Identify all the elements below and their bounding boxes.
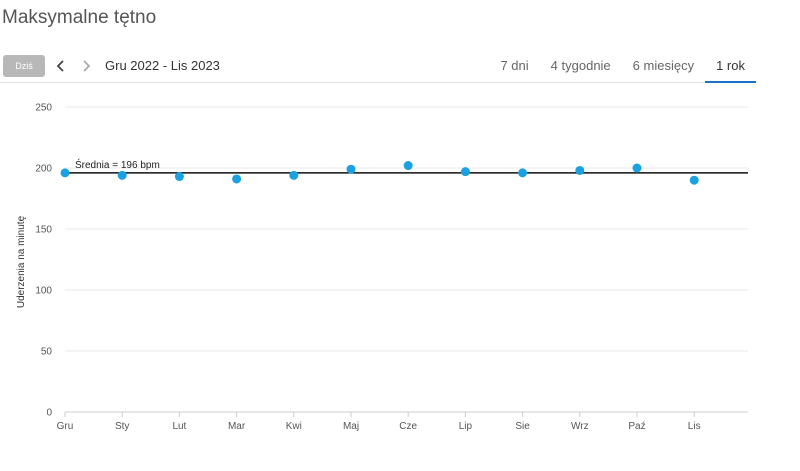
x-tick-label: Lip	[459, 421, 473, 432]
data-point[interactable]	[689, 175, 699, 185]
x-tick-label: Kwi	[286, 421, 302, 432]
page-title: Maksymalne tętno	[2, 7, 157, 28]
x-tick-labels: Gru Sty Lut Mar Kwi Maj Cze Lip Sie Wrz Paź Lis	[57, 412, 701, 432]
data-point[interactable]	[460, 167, 470, 177]
y-tick-label: 0	[46, 408, 52, 419]
data-point[interactable]	[232, 174, 242, 184]
data-point[interactable]	[60, 168, 70, 178]
y-tick-label: 200	[35, 164, 52, 175]
y-axis-title: Uderzenia na minutę	[16, 215, 27, 308]
x-tick-label: Cze	[399, 421, 417, 432]
tab-4-weeks[interactable]: 4 tygodnie	[550, 58, 611, 73]
y-tick-label: 50	[41, 347, 53, 358]
y-tick-label: 150	[35, 225, 52, 236]
x-tick-label: Lis	[688, 421, 701, 432]
x-tick-label: Paź	[628, 421, 645, 432]
x-tick-label: Sie	[515, 421, 530, 432]
data-points	[60, 161, 699, 185]
y-tick-label: 250	[35, 103, 52, 114]
grid-layer	[65, 106, 748, 413]
x-tick-label: Lut	[172, 421, 186, 432]
tab-1-year[interactable]: 1 rok	[705, 52, 756, 83]
toolbar: Dziś Gru 2022 - Lis 2023 7 dni 4 tygodni…	[0, 52, 756, 83]
data-point[interactable]	[117, 170, 127, 180]
x-tick-label: Gru	[57, 421, 74, 432]
period-tabs: 7 dni 4 tygodnie 6 miesięcy 1 rok	[489, 52, 756, 83]
chevron-left-icon[interactable]	[52, 55, 70, 77]
today-button[interactable]: Dziś	[3, 55, 45, 77]
y-tick-label: 100	[35, 286, 52, 297]
x-tick-label: Mar	[228, 421, 246, 432]
tab-6-months[interactable]: 6 miesięcy	[632, 58, 695, 73]
y-tick-labels: 0 50 100 150 200 250	[35, 103, 52, 419]
data-point[interactable]	[518, 168, 528, 178]
heart-rate-chart: 0 50 100 150 200 250 Gru Sty Lut Mar Kwi Maj Cze Lip…	[16, 103, 748, 432]
average-label: Średnia = 196 bpm	[75, 158, 160, 171]
tab-7-days[interactable]: 7 dni	[500, 58, 529, 73]
data-point[interactable]	[289, 170, 299, 180]
data-point[interactable]	[575, 165, 585, 175]
x-tick-label: Maj	[343, 421, 359, 432]
data-point[interactable]	[346, 164, 356, 174]
data-point[interactable]	[174, 172, 184, 182]
chevron-right-icon[interactable]	[77, 55, 95, 77]
x-tick-label: Sty	[115, 421, 129, 432]
data-point[interactable]	[632, 163, 642, 173]
data-point[interactable]	[403, 161, 413, 171]
date-range: Gru 2022 - Lis 2023	[105, 58, 220, 73]
x-tick-label: Wrz	[571, 421, 589, 432]
